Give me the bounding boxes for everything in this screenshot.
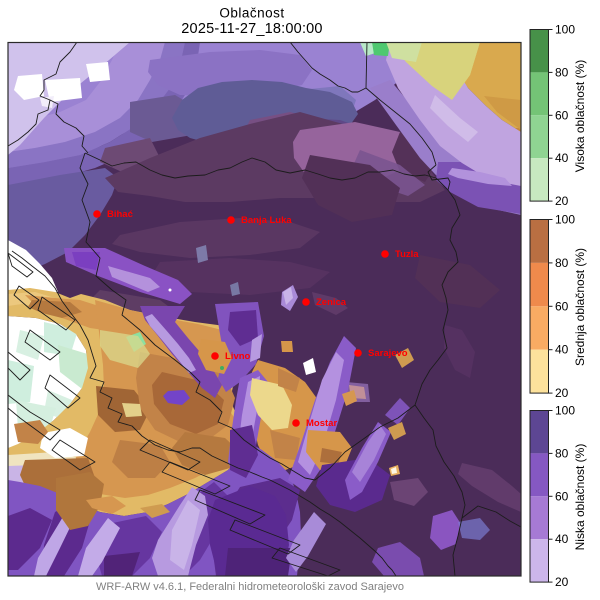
svg-text:Niska oblačnost (%): Niska oblačnost (%) (573, 444, 587, 551)
svg-text:100: 100 (555, 404, 575, 418)
svg-text:40: 40 (555, 532, 569, 546)
svg-text:80: 80 (555, 256, 569, 270)
svg-text:80: 80 (555, 446, 569, 460)
svg-text:60: 60 (555, 108, 569, 122)
svg-text:Visoka oblačnost (%): Visoka oblačnost (%) (573, 60, 587, 173)
svg-text:20: 20 (555, 575, 569, 589)
svg-text:60: 60 (555, 299, 569, 313)
svg-text:Bihać: Bihać (107, 209, 133, 220)
svg-text:Livno: Livno (225, 351, 251, 362)
svg-text:Tuzla: Tuzla (395, 249, 419, 260)
svg-text:2025-11-27_18:00:00: 2025-11-27_18:00:00 (181, 21, 322, 37)
svg-text:20: 20 (555, 386, 569, 400)
svg-text:40: 40 (555, 343, 569, 357)
svg-text:80: 80 (555, 65, 569, 79)
svg-text:Zenica: Zenica (316, 297, 347, 308)
svg-text:100: 100 (555, 23, 575, 37)
svg-text:60: 60 (555, 489, 569, 503)
svg-text:20: 20 (555, 194, 569, 208)
svg-text:40: 40 (555, 151, 569, 165)
svg-text:100: 100 (555, 213, 575, 227)
svg-text:Mostar: Mostar (306, 418, 337, 429)
svg-text:Srednja oblačnost (%): Srednja oblačnost (%) (573, 248, 587, 366)
svg-text:WRF-ARW v4.6.1, Federalni hidr: WRF-ARW v4.6.1, Federalni hidrometeorolo… (96, 581, 404, 593)
svg-text:Sarajevo: Sarajevo (368, 348, 408, 359)
svg-text:Oblačnost: Oblačnost (219, 6, 284, 21)
svg-text:Banja Luka: Banja Luka (241, 215, 292, 226)
